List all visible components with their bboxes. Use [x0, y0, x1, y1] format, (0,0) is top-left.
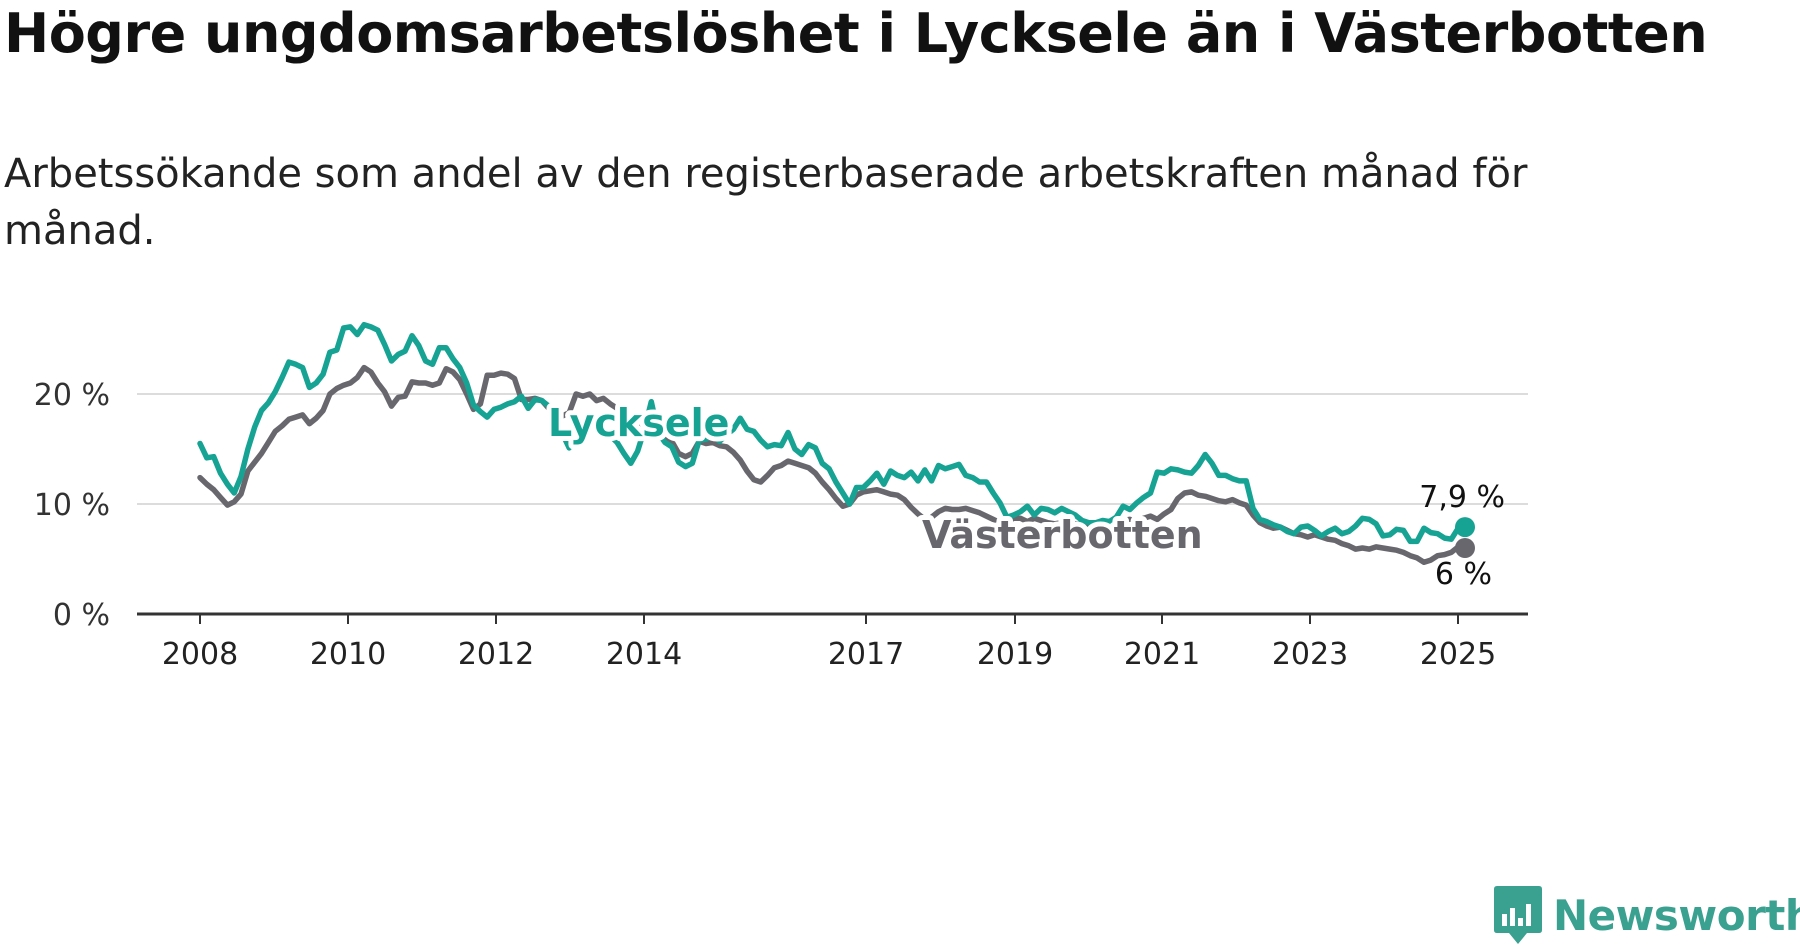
- x-tick-label: 2017: [828, 637, 904, 672]
- logo-icon: [1494, 886, 1542, 944]
- newsworthy-logo[interactable]: Newsworthy: [1493, 884, 1800, 946]
- y-tick-label: 20 %: [34, 378, 110, 413]
- end-point-vasterbotten: [1455, 538, 1475, 558]
- x-tick-label: 2014: [606, 637, 682, 672]
- y-tick-label: 30 %: [34, 300, 110, 303]
- x-tick-label: 2012: [458, 637, 534, 672]
- series-label-vasterbotten: Västerbotten: [922, 513, 1203, 557]
- end-label-lycksele: 7,9 %: [1419, 480, 1505, 515]
- chart-subtitle: Arbetssökande som andel av den registerb…: [4, 151, 1528, 254]
- grid-lines: [137, 393, 1528, 505]
- y-tick-label: 10 %: [34, 488, 110, 523]
- series-line-lycksele: [197, 321, 1468, 545]
- chart-title: Högre ungdomsarbetslöshet i Lycksele än …: [4, 2, 1708, 65]
- x-tick-label: 2023: [1272, 637, 1348, 672]
- line-chart: 0 % 10 % 20 % 30 % 2008 2010 2012 2014 2017 2019…: [34, 300, 1528, 672]
- series-lines: [197, 321, 1475, 566]
- end-point-lycksele: [1455, 517, 1475, 538]
- y-axis-ticks: 0 % 10 % 20 % 30 %: [34, 300, 110, 633]
- y-tick-label: 0 %: [53, 598, 110, 633]
- end-label-vasterbotten: 6 %: [1435, 557, 1492, 592]
- series-label-lycksele: Lycksele: [548, 401, 729, 445]
- x-tick-label: 2010: [310, 637, 386, 672]
- x-tick-label: 2019: [977, 637, 1053, 672]
- series-line-vasterbotten: [197, 364, 1468, 566]
- x-tick-label: 2008: [162, 637, 238, 672]
- series-labels: Lycksele Västerbotten 7,9 % 6 %: [543, 396, 1505, 592]
- brand-name: Newsworthy: [1553, 890, 1800, 940]
- x-tick-label: 2021: [1124, 637, 1200, 672]
- x-tick-label: 2025: [1420, 637, 1496, 672]
- x-axis: 2008 2010 2012 2014 2017 2019 2021 2023 2025: [137, 612, 1528, 672]
